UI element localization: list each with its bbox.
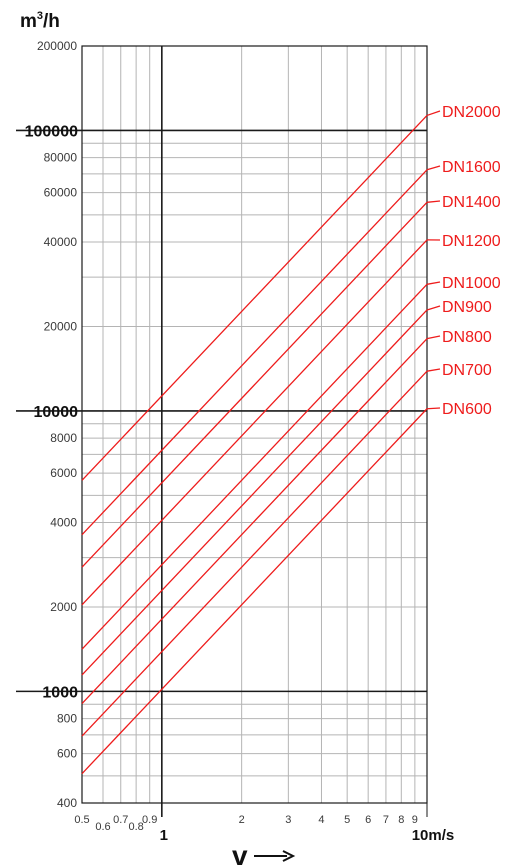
label-leader-dn1400 <box>426 200 441 203</box>
y-tick-label: 40000 <box>44 235 78 249</box>
y-tick-label: 400 <box>57 796 77 810</box>
series-label-dn1200: DN1200 <box>442 233 501 250</box>
y-axis-tick-labels: 200000 80000 60000 40000 20000 8000 6000 4000 20… <box>25 39 78 810</box>
y-tick-label: 2000 <box>50 600 77 614</box>
y-axis-unit-label: m3/h <box>20 10 60 32</box>
x-axis-tick-labels: 0.5 0.60.70.80.9 2 3 4 5 6 7 8 9 1 10m/s <box>74 814 454 844</box>
x-tick-label: 5 <box>344 814 350 826</box>
x-tick-label: 6 <box>365 814 371 826</box>
x-tick-label-major: 10m/s <box>412 827 455 844</box>
y-tick-label: 8000 <box>50 431 77 445</box>
series-line-dn800 <box>81 338 428 704</box>
label-leader-dn600 <box>426 407 441 410</box>
x-tick-label: 0.9 <box>142 814 157 826</box>
x-tick-label: 3 <box>285 814 291 826</box>
series-label-dn700: DN700 <box>442 362 492 379</box>
series-line-dn1200 <box>81 239 428 606</box>
plot-frame <box>81 45 428 804</box>
x-tick-label: 2 <box>239 814 245 826</box>
label-leader-dn1600 <box>426 165 441 171</box>
series-label-dn1000: DN1000 <box>442 275 501 292</box>
label-leader-dn900 <box>426 305 441 311</box>
x-tick-label: 0.6 <box>95 821 110 833</box>
series-labels: DN2000 DN1600 DN1400 DN1200 DN1000 DN900 DN800… <box>426 104 501 418</box>
series-line-dn700 <box>81 370 428 737</box>
series-lines <box>81 114 428 775</box>
y-tick-label: 20000 <box>44 319 78 333</box>
label-leader-dn800 <box>426 335 441 340</box>
x-tick-label: 0.8 <box>128 821 143 833</box>
series-label-dn900: DN900 <box>442 299 492 316</box>
series-label-dn800: DN800 <box>442 329 492 346</box>
series-label-dn1400: DN1400 <box>442 194 501 211</box>
y-tick-label-major: 10000 <box>34 404 79 421</box>
series-line-dn600 <box>81 408 428 775</box>
grid-lines <box>82 45 427 804</box>
y-tick-label: 800 <box>57 712 77 726</box>
series-label-dn600: DN600 <box>442 401 492 418</box>
y-tick-label: 6000 <box>50 466 77 480</box>
series-line-dn1400 <box>81 201 428 568</box>
x-axis-arrow-head <box>282 850 296 862</box>
series-line-dn1000 <box>81 283 428 650</box>
x-tick-label-major: 1 <box>160 827 168 844</box>
y-tick-label: 600 <box>57 747 77 761</box>
x-tick-label: 4 <box>318 814 324 826</box>
series-line-dn2000 <box>81 114 428 481</box>
x-tick-label: 8 <box>398 814 404 826</box>
series-label-dn2000: DN2000 <box>442 104 501 121</box>
y-tick-label: 4000 <box>50 516 77 530</box>
x-tick-label: 0.7 <box>113 814 128 826</box>
x-tick-label: 7 <box>383 814 389 826</box>
y-tick-label: 80000 <box>44 151 78 165</box>
x-axis-label: v <box>232 840 248 867</box>
y-tick-label: 200000 <box>37 39 77 53</box>
x-tick-label: 0.5 <box>74 814 89 826</box>
label-leader-dn700 <box>426 368 441 372</box>
y-tick-label-major: 1000 <box>42 684 78 701</box>
label-leader-dn1000 <box>426 281 441 285</box>
series-line-dn1600 <box>81 169 428 536</box>
x-tick-label: 9 <box>412 814 418 826</box>
y-tick-label-major: 100000 <box>25 123 78 140</box>
x-axis-label-group: v <box>232 840 296 867</box>
y-tick-label: 60000 <box>44 186 78 200</box>
series-label-dn1600: DN1600 <box>442 159 501 176</box>
label-leader-dn2000 <box>426 110 441 117</box>
series-line-dn900 <box>81 309 428 676</box>
